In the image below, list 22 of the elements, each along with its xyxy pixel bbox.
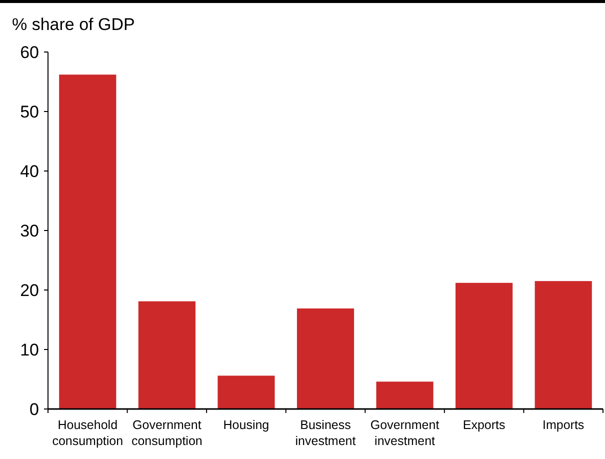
x-tick-label: Housing bbox=[223, 418, 270, 432]
bar bbox=[218, 376, 275, 409]
bar bbox=[376, 382, 434, 409]
y-tick-label: 60 bbox=[20, 42, 39, 62]
y-tick-label: 10 bbox=[20, 340, 39, 360]
y-tick-label: 20 bbox=[20, 280, 39, 300]
x-tick-label: Government investment bbox=[370, 418, 440, 448]
y-axis-title: % share of GDP bbox=[12, 15, 135, 34]
bar bbox=[534, 281, 592, 409]
x-tick-label: Exports bbox=[462, 418, 506, 432]
x-tick-label: Government consumption bbox=[131, 418, 202, 448]
y-tick-label: 0 bbox=[30, 400, 39, 419]
x-tick-label: Imports bbox=[542, 418, 584, 432]
bar bbox=[138, 301, 196, 409]
y-tick-label: 50 bbox=[20, 102, 39, 122]
bar bbox=[296, 308, 354, 409]
y-tick-label: 30 bbox=[20, 221, 39, 240]
x-tick-label: Business investment bbox=[295, 418, 356, 448]
bar bbox=[59, 74, 116, 409]
y-tick-label: 40 bbox=[20, 162, 39, 181]
bar bbox=[456, 282, 513, 409]
x-tick-label: Household consumption bbox=[52, 418, 124, 448]
